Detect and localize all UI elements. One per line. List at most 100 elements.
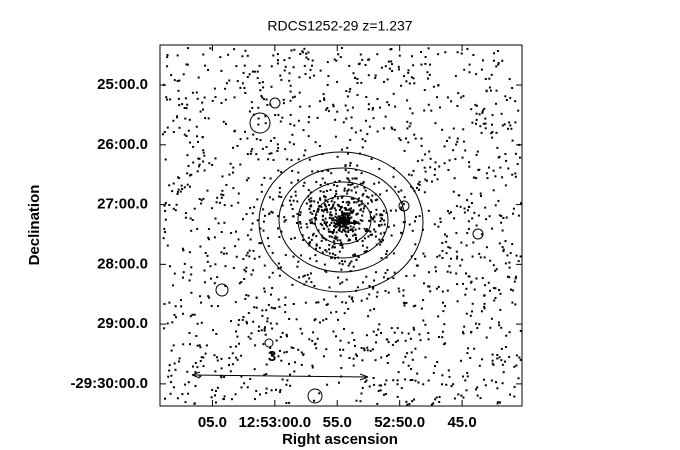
event xyxy=(286,379,289,382)
event xyxy=(179,299,182,302)
event xyxy=(241,318,244,321)
event xyxy=(181,247,184,250)
event xyxy=(469,356,472,359)
event xyxy=(346,146,349,149)
y-tick-label: 28:00.0 xyxy=(97,255,148,272)
event xyxy=(193,207,196,210)
event xyxy=(261,309,264,312)
event xyxy=(350,210,353,213)
event xyxy=(181,103,184,106)
event xyxy=(406,120,409,123)
event xyxy=(309,211,312,214)
x-tick-label: 12:53:00.0 xyxy=(239,414,312,431)
event xyxy=(412,169,415,172)
event xyxy=(320,239,323,242)
event xyxy=(339,239,342,242)
event xyxy=(259,393,261,396)
event xyxy=(244,130,246,133)
event xyxy=(195,335,198,337)
event xyxy=(411,358,414,361)
event xyxy=(409,379,412,382)
event xyxy=(351,331,354,334)
event xyxy=(307,189,310,192)
event xyxy=(372,330,375,333)
event xyxy=(379,232,382,235)
event xyxy=(216,356,218,359)
event xyxy=(211,99,214,102)
event xyxy=(172,131,175,133)
event xyxy=(332,205,334,207)
event xyxy=(411,55,413,58)
event xyxy=(437,53,440,56)
event xyxy=(444,51,447,54)
event xyxy=(379,220,382,223)
event xyxy=(307,58,310,61)
event xyxy=(367,235,370,238)
event xyxy=(278,236,281,238)
event xyxy=(168,184,171,187)
event xyxy=(307,121,310,124)
event xyxy=(414,304,417,307)
event xyxy=(505,159,508,162)
event xyxy=(347,177,350,180)
event xyxy=(478,364,481,367)
event xyxy=(435,270,437,273)
event xyxy=(336,219,339,222)
event xyxy=(349,225,352,228)
event xyxy=(279,336,282,338)
event xyxy=(343,229,346,232)
event xyxy=(346,192,349,195)
event xyxy=(354,254,357,257)
event xyxy=(334,254,337,257)
event xyxy=(438,401,441,403)
frame xyxy=(159,44,523,407)
event xyxy=(343,260,346,263)
event xyxy=(324,195,327,198)
event xyxy=(308,158,311,161)
event xyxy=(398,290,401,293)
event xyxy=(326,225,329,228)
event xyxy=(417,381,420,384)
event xyxy=(272,54,275,57)
event xyxy=(191,219,194,221)
event xyxy=(321,224,324,227)
event xyxy=(480,68,483,71)
event xyxy=(220,376,223,379)
event xyxy=(307,51,310,54)
event xyxy=(338,180,341,182)
event xyxy=(310,200,313,203)
event xyxy=(480,233,483,236)
event xyxy=(164,231,166,233)
event xyxy=(296,222,298,224)
event xyxy=(271,271,274,274)
event xyxy=(368,125,371,128)
event xyxy=(251,212,254,215)
event xyxy=(392,277,395,280)
event xyxy=(263,264,266,267)
event xyxy=(333,207,336,210)
event xyxy=(236,80,239,83)
event xyxy=(335,212,338,215)
event xyxy=(490,73,493,76)
event xyxy=(435,287,438,290)
event xyxy=(514,152,517,155)
event xyxy=(455,250,458,253)
event xyxy=(204,117,207,120)
event xyxy=(372,377,375,379)
event xyxy=(409,337,412,340)
event xyxy=(414,220,416,223)
event xyxy=(187,47,190,50)
event xyxy=(480,310,483,313)
event xyxy=(446,270,449,273)
event xyxy=(163,303,166,305)
event xyxy=(356,221,358,224)
event xyxy=(519,329,522,332)
event xyxy=(358,227,361,230)
event xyxy=(447,209,449,212)
event xyxy=(465,272,467,275)
event xyxy=(312,331,315,334)
event xyxy=(382,127,385,130)
event xyxy=(437,84,440,86)
event xyxy=(318,392,321,395)
event xyxy=(315,243,318,246)
